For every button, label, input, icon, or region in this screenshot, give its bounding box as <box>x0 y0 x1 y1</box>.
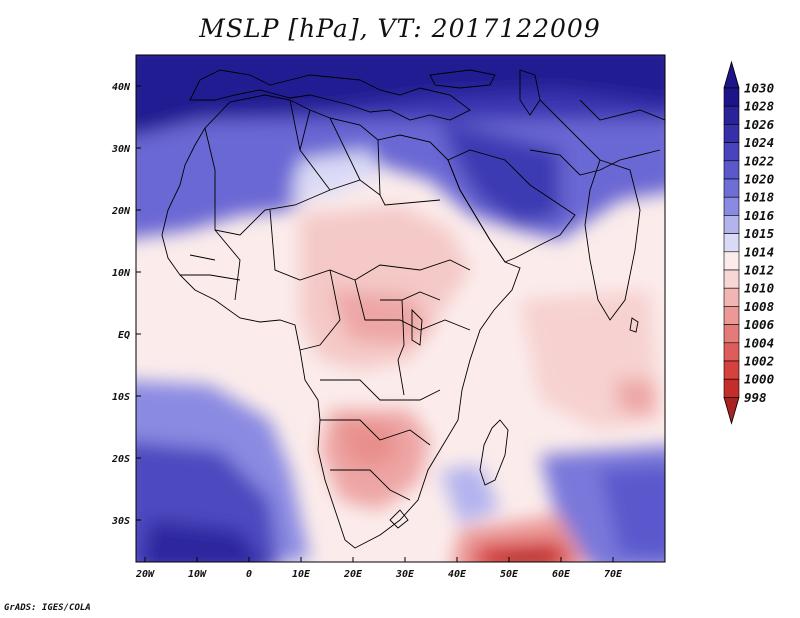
colorbar-label: 1015 <box>744 226 775 241</box>
colorbar-label: 1018 <box>744 190 774 205</box>
colorbar-swatch <box>723 269 740 289</box>
lon-label: 10E <box>292 569 311 580</box>
colorbar-label: 1014 <box>744 244 774 259</box>
colorbar-swatch <box>723 87 740 107</box>
lat-label: 30N <box>111 144 131 155</box>
latitude-axis: 40N 30N 20N 10N EQ 10S 20S 30S <box>111 82 141 527</box>
colorbar-label: 1000 <box>744 372 774 387</box>
lon-label: 50E <box>500 569 519 580</box>
lon-label: 20W <box>135 569 155 580</box>
lat-label: 10N <box>112 268 131 279</box>
colorbar-label: 1026 <box>744 117 775 132</box>
colorbar-swatch <box>723 233 740 253</box>
lon-label: 10W <box>188 569 207 580</box>
coastlines <box>161 69 665 549</box>
colorbar-label: 1016 <box>744 208 775 223</box>
colorbar-label: 1020 <box>744 172 774 187</box>
colorbar-swatch <box>723 196 740 216</box>
lon-label: 0 <box>246 569 252 580</box>
colorbar-swatch <box>723 287 740 307</box>
colorbar: 1030 1028 1026 1024 1022 1020 1018 1016 1015 1014… <box>723 60 775 425</box>
lat-label: 20S <box>111 454 130 465</box>
map-title: MSLP [hPa], VT: 2017122009 <box>199 14 601 43</box>
colorbar-swatch <box>723 324 740 344</box>
colorbar-label: 1002 <box>744 354 774 369</box>
lon-label: 30E <box>395 569 415 580</box>
colorbar-swatch <box>723 105 740 125</box>
lat-label: 30S <box>111 516 130 527</box>
colorbar-label: 998 <box>744 390 767 405</box>
colorbar-label: 1022 <box>744 153 774 168</box>
credit-label: GrADS: IGES/COLA <box>4 603 91 613</box>
colorbar-arrow-bottom <box>723 396 740 425</box>
colorbar-label: 1024 <box>744 135 774 150</box>
lon-label: 60E <box>552 569 571 580</box>
plot-frame <box>135 54 666 563</box>
colorbar-label: 1030 <box>744 81 774 96</box>
colorbar-swatch <box>723 178 740 198</box>
colorbar-arrow-top <box>723 60 740 89</box>
colorbar-label: 1004 <box>744 335 774 350</box>
colorbar-swatch <box>723 342 740 362</box>
lon-label: 20E <box>343 569 363 580</box>
colorbar-swatch <box>723 306 740 325</box>
colorbar-swatch <box>723 142 740 162</box>
colorbar-swatch <box>723 251 740 271</box>
colorbar-label: 1010 <box>744 281 774 296</box>
colorbar-label: 1028 <box>744 99 774 114</box>
colorbar-swatch <box>723 360 740 380</box>
colorbar-swatch <box>723 378 740 398</box>
lat-label: 40N <box>112 82 131 93</box>
colorbar-swatch <box>723 215 740 234</box>
lat-label: 10S <box>112 392 130 403</box>
lon-label: 70E <box>604 569 623 580</box>
lat-label: EQ <box>118 330 130 341</box>
lat-label: 20N <box>111 206 131 217</box>
colorbar-swatch <box>723 160 740 180</box>
longitude-axis: 20W 10W 0 10E 20E 30E 40E 50E 60E 70E <box>135 557 623 580</box>
colorbar-swatch <box>723 124 740 143</box>
colorbar-label: 1012 <box>744 263 774 278</box>
pressure-field <box>136 55 665 562</box>
colorbar-label: 1008 <box>744 299 774 314</box>
colorbar-label: 1006 <box>744 317 775 332</box>
lon-label: 40E <box>448 569 467 580</box>
